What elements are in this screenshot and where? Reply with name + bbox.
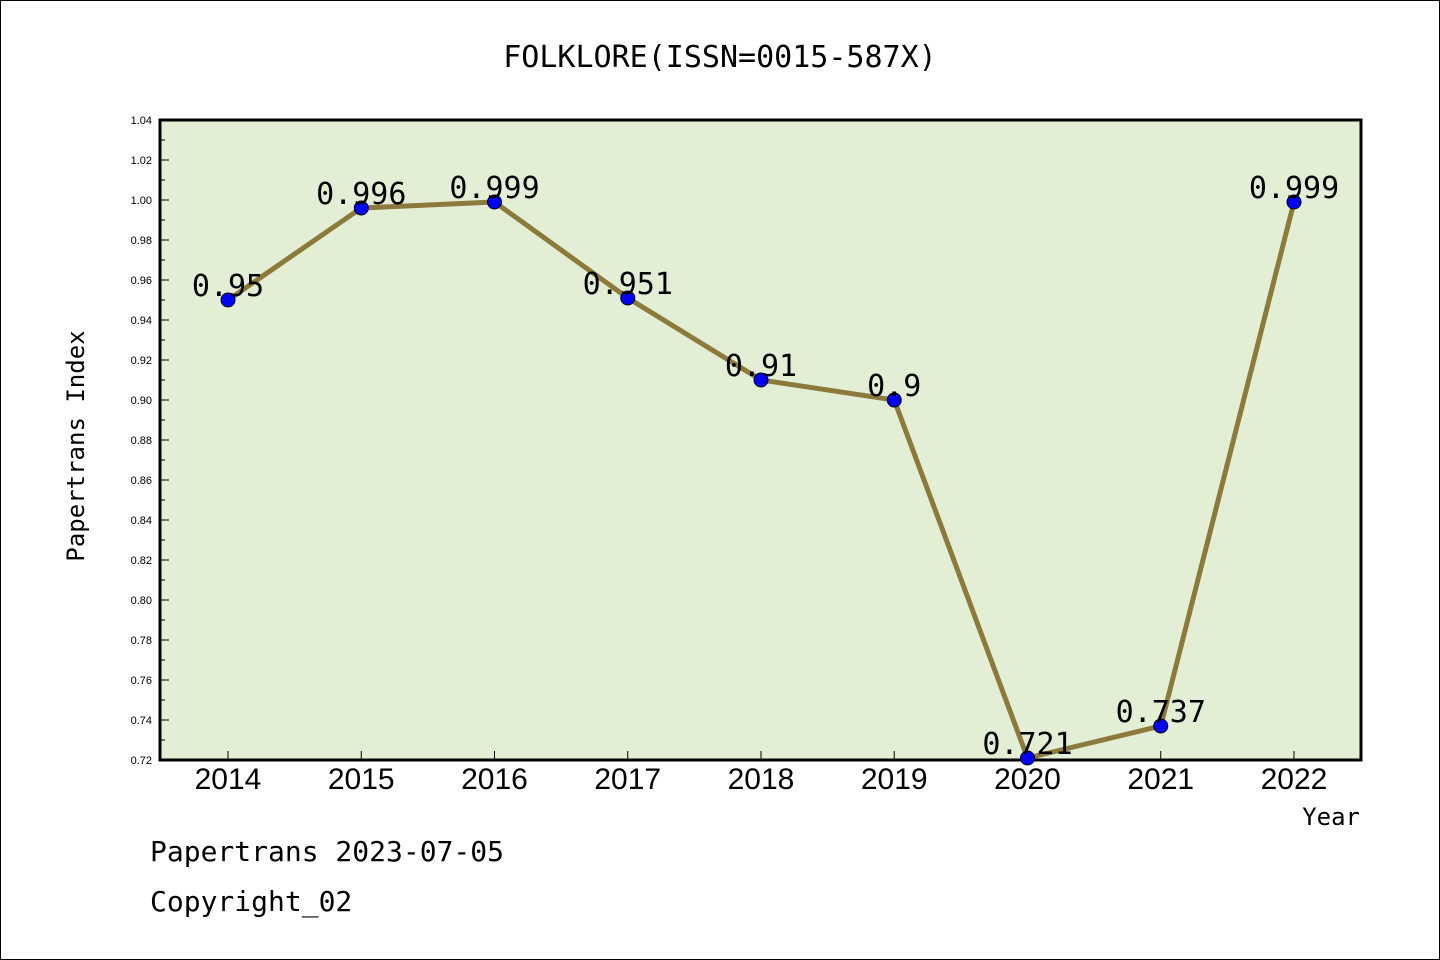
chart-title: FOLKLORE(ISSN=0015-587X)	[503, 40, 936, 75]
data-label: 0.91	[725, 349, 797, 384]
y-tick-label: 0.92	[131, 355, 152, 367]
y-axis: 0.72 0.74 0.76 0.78 0.80 0.82 0.84 0.86 0.88 0.90…	[131, 115, 169, 767]
data-label: 0.95	[192, 269, 264, 304]
footer-copyright: Copyright_02	[150, 885, 353, 918]
y-tick-label: 1.00	[131, 195, 152, 207]
data-label: 0.996	[316, 177, 406, 212]
data-label: 0.737	[1116, 695, 1206, 730]
data-point-marker	[1286, 194, 1302, 210]
data-labels: 0.95 0.996 0.999 0.951 0.91 0.9 0.721 0.737 0.99…	[192, 171, 1339, 762]
y-tick-label: 1.02	[131, 155, 152, 167]
data-point-marker	[886, 392, 902, 408]
data-point-marker	[220, 292, 236, 308]
y-tick-label: 0.84	[131, 515, 152, 527]
footer-date: Papertrans 2023-07-05	[150, 835, 505, 868]
y-tick-label: 1.04	[131, 115, 152, 127]
data-point-marker	[353, 200, 369, 216]
x-tick-label: 2021	[1127, 763, 1194, 796]
y-tick-label: 0.90	[131, 395, 152, 407]
series-markers	[220, 194, 1302, 766]
data-label: 0.999	[449, 171, 539, 206]
x-tick-label: 2020	[994, 763, 1061, 796]
y-tick-label: 0.82	[131, 555, 152, 567]
y-tick-label: 0.76	[131, 675, 152, 687]
y-tick-label: 0.86	[131, 475, 152, 487]
x-tick-label: 2018	[728, 763, 795, 796]
x-tick-label: 2017	[594, 763, 661, 796]
data-label: 0.999	[1249, 171, 1339, 206]
plot-area	[158, 118, 1363, 762]
y-axis-label: Papertrans Index	[62, 330, 90, 561]
data-point-marker	[753, 372, 769, 388]
data-label: 0.9	[867, 369, 921, 404]
data-point-marker	[487, 194, 502, 210]
y-tick-label: 0.74	[131, 715, 152, 727]
data-point-marker	[620, 290, 636, 306]
x-tick-label: 2019	[861, 763, 928, 796]
y-tick-label: 0.96	[131, 275, 152, 287]
data-label: 0.721	[982, 727, 1072, 762]
x-tick-label: 2022	[1261, 763, 1328, 796]
data-point-marker	[1153, 718, 1169, 734]
data-label: 0.951	[583, 267, 673, 302]
x-axis-label: Year	[1302, 803, 1360, 831]
data-point-marker	[1020, 750, 1035, 766]
x-tick-label: 2016	[461, 763, 528, 796]
y-tick-label: 0.72	[131, 755, 152, 767]
y-tick-label: 0.78	[131, 635, 152, 647]
x-tick-label: 2014	[195, 763, 262, 796]
y-tick-label: 0.80	[131, 595, 152, 607]
x-tick-label: 2015	[328, 763, 395, 796]
y-tick-label: 0.94	[131, 315, 152, 327]
x-axis: 2014 2015 2016 2017 2018 2019 2020 2021 2022	[195, 751, 1328, 796]
y-tick-label: 0.88	[131, 435, 152, 447]
y-tick-label: 0.98	[131, 235, 152, 247]
